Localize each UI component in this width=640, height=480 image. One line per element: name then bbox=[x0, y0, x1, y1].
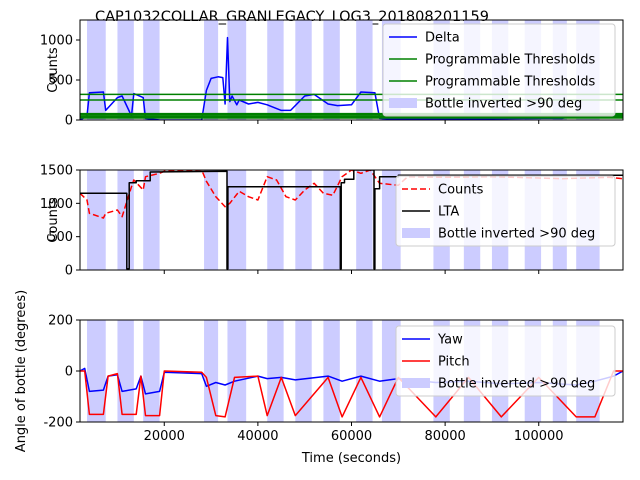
legend-label: Bottle inverted >90 deg bbox=[438, 377, 595, 392]
legend-label: Bottle inverted >90 deg bbox=[425, 97, 582, 112]
y-tick-label: -200 bbox=[43, 416, 73, 431]
y-axis-label: Counts bbox=[46, 47, 61, 93]
legend-label: Counts bbox=[438, 183, 484, 198]
y-tick-label: 0 bbox=[65, 264, 73, 279]
y-tick-label: 1000 bbox=[40, 34, 73, 49]
series-line-pitch bbox=[80, 370, 623, 418]
inverted-band bbox=[87, 20, 106, 120]
legend-box bbox=[395, 325, 616, 397]
y-tick-label: 1500 bbox=[40, 164, 73, 179]
x-axis-label: Time (seconds) bbox=[301, 451, 401, 466]
legend-label: Programmable Thresholds bbox=[425, 53, 596, 68]
legend-patch bbox=[402, 378, 430, 388]
y-tick-label: 500 bbox=[48, 74, 73, 89]
inverted-band bbox=[323, 170, 340, 270]
inverted-band bbox=[295, 20, 312, 120]
series-line-lta bbox=[80, 170, 623, 270]
inverted-band bbox=[143, 320, 160, 422]
legend-box bbox=[382, 23, 616, 117]
x-tick-label: 100000 bbox=[514, 429, 564, 444]
series-line-counts bbox=[80, 170, 623, 219]
legend-label: LTA bbox=[438, 205, 459, 220]
inverted-band bbox=[356, 170, 373, 270]
inverted-band bbox=[227, 170, 247, 270]
legend-label: Pitch bbox=[438, 355, 470, 370]
y-axis-label: Angle of bottle (degrees) bbox=[14, 290, 29, 452]
inverted-band bbox=[143, 20, 160, 120]
inverted-band bbox=[295, 320, 312, 422]
legend-label: Yaw bbox=[437, 333, 463, 348]
inverted-band bbox=[117, 320, 134, 422]
inverted-band bbox=[323, 320, 340, 422]
y-tick-label: 0 bbox=[65, 114, 73, 129]
y-axis-label: Counts bbox=[46, 197, 61, 243]
x-tick-label: 60000 bbox=[331, 429, 372, 444]
inverted-band bbox=[204, 20, 219, 120]
inverted-band bbox=[87, 320, 106, 422]
legend-patch bbox=[389, 98, 417, 108]
inverted-band bbox=[356, 20, 373, 120]
y-tick-label: 0 bbox=[65, 365, 73, 380]
inverted-band bbox=[143, 170, 160, 270]
panel-3: -200 0 200 20000 40000 60000 80000 100000 Angle … bbox=[14, 290, 624, 466]
legend-patch bbox=[402, 228, 430, 238]
y-tick-label: 200 bbox=[48, 314, 73, 329]
legend-label: Programmable Thresholds bbox=[425, 75, 596, 90]
x-tick-label: 20000 bbox=[144, 429, 185, 444]
y-tick-label: 1000 bbox=[40, 197, 73, 212]
panel-2: 0 500 1000 1500 Counts Counts LTA Bottle invert… bbox=[40, 164, 624, 279]
inverted-band bbox=[204, 170, 219, 270]
legend: Delta Programmable Thresholds Programmable… bbox=[382, 23, 616, 117]
series-line-delta bbox=[80, 36, 623, 120]
inverted-band bbox=[117, 170, 134, 270]
legend: Yaw Pitch Bottle inverted >90 deg bbox=[395, 325, 616, 397]
x-tick-label: 80000 bbox=[424, 429, 465, 444]
inverted-band bbox=[227, 320, 247, 422]
inverted-band bbox=[267, 170, 284, 270]
legend-label: Bottle inverted >90 deg bbox=[438, 227, 595, 242]
x-tick-label: 40000 bbox=[237, 429, 278, 444]
inverted-band bbox=[87, 170, 106, 270]
legend: Counts LTA Bottle inverted >90 deg bbox=[395, 175, 616, 247]
y-tick-label: 500 bbox=[48, 230, 73, 245]
inverted-band bbox=[356, 320, 373, 422]
inverted-band bbox=[204, 320, 219, 422]
inverted-band bbox=[295, 170, 312, 270]
inverted-band bbox=[267, 320, 284, 422]
legend-label: Delta bbox=[425, 31, 460, 46]
legend-box bbox=[395, 175, 616, 247]
